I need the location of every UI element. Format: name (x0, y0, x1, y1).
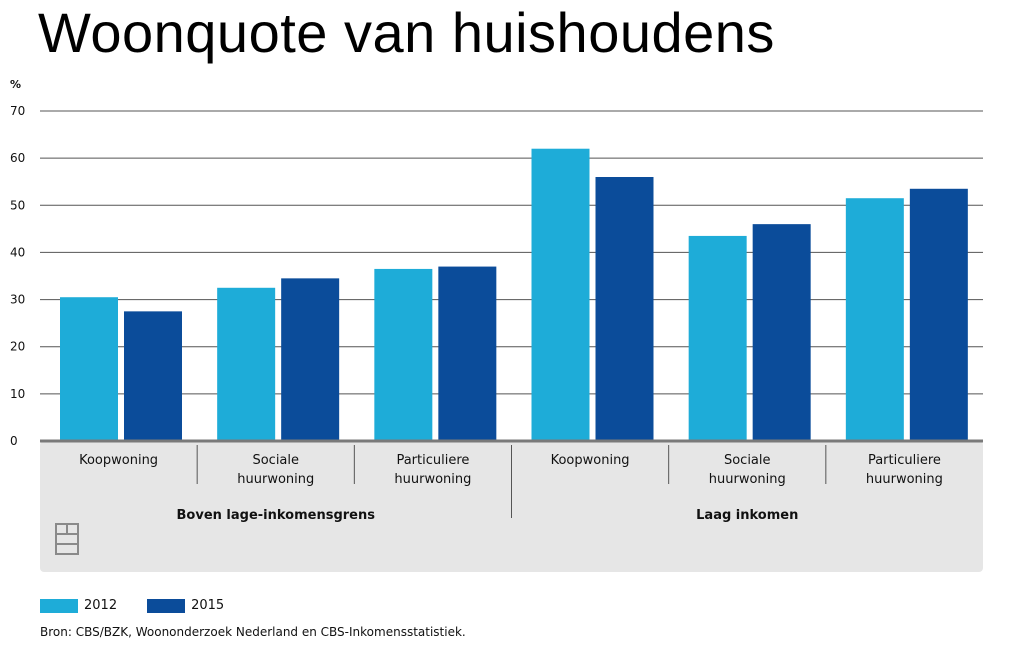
category-label: huurwoning (866, 472, 943, 487)
bar-2015-5 (752, 224, 811, 441)
bar-2012-6 (845, 198, 904, 441)
bar-2012-4 (531, 148, 590, 441)
chart-title: Woonquote van huishoudens (38, 1, 775, 64)
legend-item-2015: 2015 (147, 598, 224, 613)
y-tick-label: 10 (10, 387, 25, 401)
legend-label-2015: 2015 (191, 598, 225, 613)
bar-2015-1 (124, 311, 182, 441)
legend-item-2012: 2012 (40, 598, 117, 613)
category-label: Koopwoning (551, 453, 630, 468)
group-label: Boven lage-inkomensgrens (177, 508, 376, 523)
category-label: huurwoning (237, 472, 314, 487)
y-tick-label: 40 (10, 245, 25, 259)
y-tick-label: 0 (10, 434, 18, 448)
category-label: Sociale (724, 453, 771, 468)
y-tick-label: 30 (10, 293, 25, 307)
category-label: Sociale (252, 453, 299, 468)
bar-2015-6 (909, 188, 968, 441)
bar-2015-3 (438, 266, 497, 441)
bar-2012-1 (60, 297, 118, 441)
category-label: huurwoning (394, 472, 471, 487)
y-tick-label: 50 (10, 198, 25, 212)
category-label: Particuliere (868, 453, 941, 468)
bar-2015-2 (281, 278, 340, 441)
bar-2012-5 (688, 235, 747, 441)
legend-label-2012: 2012 (84, 598, 118, 613)
legend-swatch-2012 (40, 598, 78, 613)
bar-2012-3 (374, 268, 433, 441)
y-tick-label: 60 (10, 151, 25, 165)
legend-swatch-2015 (147, 598, 186, 613)
bar-2015-4 (595, 177, 654, 441)
bar-2012-2 (217, 287, 276, 441)
category-label: huurwoning (709, 472, 786, 487)
y-axis-unit: % (10, 78, 21, 91)
y-tick-label: 20 (10, 340, 25, 354)
group-label: Laag inkomen (696, 508, 798, 523)
y-tick-label: 70 (10, 104, 25, 118)
category-label: Particuliere (396, 453, 469, 468)
legend: 2012 2015 (40, 598, 254, 613)
source-note: Bron: CBS/BZK, Woononderzoek Nederland e… (40, 625, 466, 639)
category-label: Koopwoning (79, 453, 158, 468)
